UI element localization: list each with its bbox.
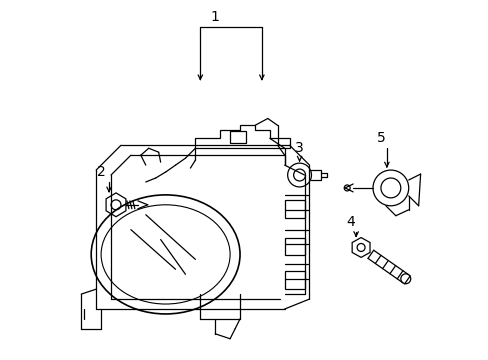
Bar	[284, 200, 304, 218]
Bar	[284, 271, 304, 289]
Text: 1: 1	[210, 10, 219, 24]
Text: 5: 5	[376, 131, 385, 145]
Text: 4: 4	[346, 215, 355, 229]
Text: 2: 2	[97, 165, 105, 179]
Text: 3: 3	[295, 141, 304, 155]
Bar	[230, 131, 245, 143]
Bar	[284, 238, 304, 255]
